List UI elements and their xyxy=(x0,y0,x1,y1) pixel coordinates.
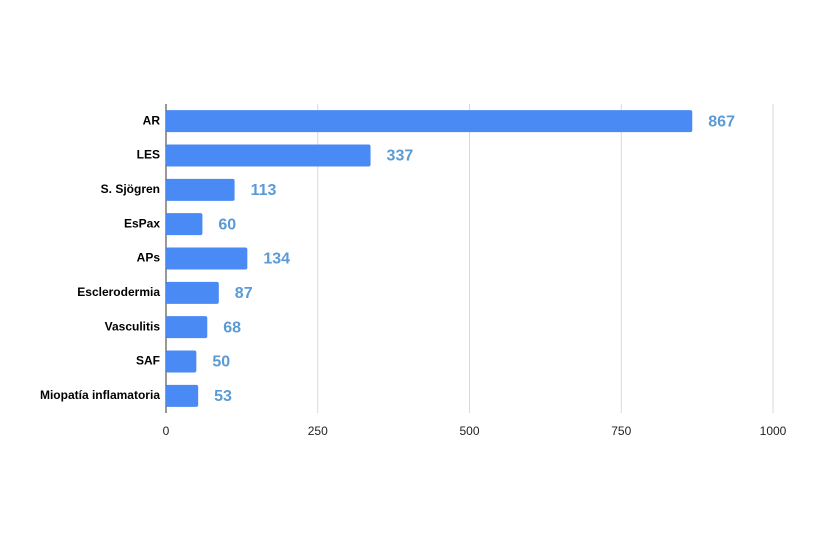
y-tick-label: LES xyxy=(137,148,160,162)
bar xyxy=(166,350,197,373)
y-tick-label: APs xyxy=(137,251,161,265)
x-tick-label: 250 xyxy=(308,424,328,438)
bar xyxy=(166,247,248,270)
bar xyxy=(166,144,371,167)
y-tick-label: AR xyxy=(143,113,161,127)
bar xyxy=(166,316,208,339)
data-label: 68 xyxy=(223,319,241,336)
data-label: 60 xyxy=(218,216,236,233)
data-label: 50 xyxy=(212,354,230,371)
y-tick-label: Vasculitis xyxy=(105,319,161,333)
y-tick-label: Miopatía inflamatoria xyxy=(40,388,160,402)
data-label: 87 xyxy=(235,285,253,302)
y-tick-label: Esclerodermia xyxy=(77,285,160,299)
bar xyxy=(166,178,235,201)
bar xyxy=(166,213,203,236)
data-label: 53 xyxy=(214,388,232,405)
x-tick-label: 750 xyxy=(611,424,631,438)
data-label: 113 xyxy=(251,182,277,199)
bar xyxy=(166,110,693,133)
y-tick-label: SAF xyxy=(136,354,160,368)
data-label: 337 xyxy=(387,148,414,165)
bar xyxy=(166,384,199,407)
y-tick-label: S. Sjögren xyxy=(101,182,160,196)
y-tick-label: EsPax xyxy=(124,216,160,230)
x-tick-label: 500 xyxy=(459,424,479,438)
x-tick-label: 1000 xyxy=(760,424,787,438)
bar xyxy=(166,281,219,304)
data-label: 134 xyxy=(263,251,290,268)
x-tick-label: 0 xyxy=(163,424,170,438)
data-label: 867 xyxy=(708,113,735,130)
